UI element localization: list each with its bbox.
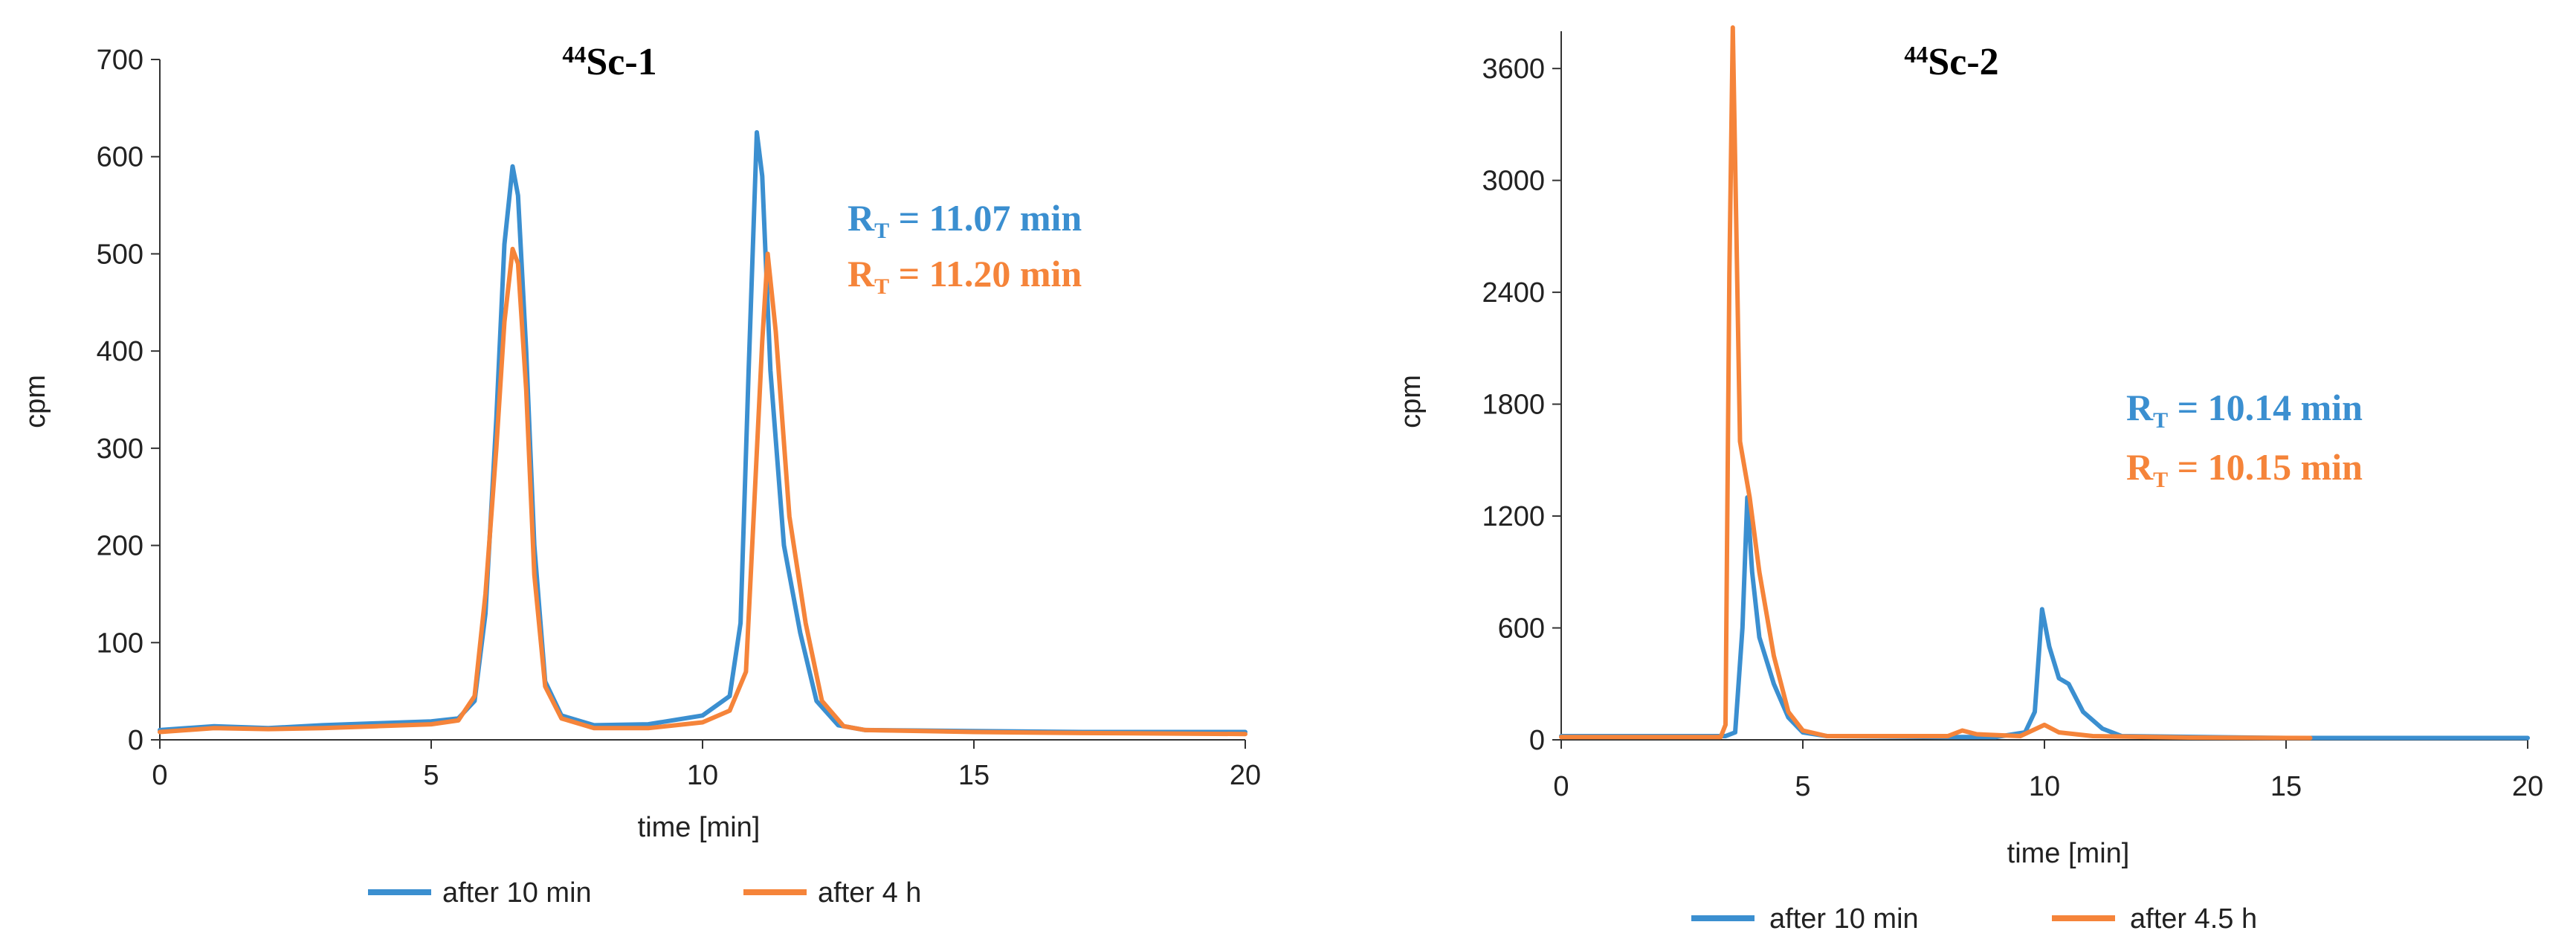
chart-sc1-x-tick-label: 5 [423, 760, 439, 791]
chart-sc1-legend-label-blue: after 10 min [442, 877, 592, 909]
chart-sc1-y-tick-label: 100 [97, 628, 143, 659]
chart-sc2-y-tick-label: 0 [1529, 725, 1545, 756]
chart-sc2-y-tick-label: 1800 [1482, 390, 1545, 421]
chart-sc2-y-axis-label: cpm [1395, 375, 1427, 428]
chart-sc1-y-tick-label: 700 [97, 45, 143, 76]
chart-sc1-plot-area: 0 100 200 300 400 500 600 700 0 5 10 15 20 [97, 45, 1262, 791]
chart-sc2-legend: after 10 min after 4.5 h [1691, 903, 2257, 935]
chart-sc1-x-tick-label: 0 [152, 760, 167, 791]
chart-sc1-series-blue-line [158, 130, 1247, 735]
chart-sc1-y-axis-label: cpm [20, 375, 51, 428]
chart-sc2-y-tick-label: 1200 [1482, 501, 1545, 532]
chart-sc2-annotation-orange: RT = 10.15 min [2126, 446, 2363, 492]
chart-sc1-annotation-blue: RT = 11.07 min [848, 197, 1082, 243]
chart-sc2-title: 44Sc-2 [1904, 41, 1998, 83]
chart-sc1-x-tick-label: 10 [687, 760, 718, 791]
chart-sc1-y-tick-label: 200 [97, 531, 143, 562]
chart-sc2-plot-area: 0 600 1200 1800 2400 3000 3600 0 5 10 15 20 [1482, 25, 2543, 802]
chart-sc2-annotation-blue: RT = 10.14 min [2126, 387, 2363, 433]
chart-sc2-x-axis-label: time [min] [2007, 838, 2130, 869]
chart-sc2-x-tick-label: 20 [2512, 771, 2543, 802]
chart-sc1-y-tick-label: 300 [97, 433, 143, 465]
chart-sc2-series-blue-line [1559, 495, 2530, 741]
chart-sc2-x-tick-label: 15 [2270, 771, 2302, 802]
chart-sc1-title: 44Sc-1 [562, 41, 656, 83]
chart-sc1-y-tick-label: 600 [97, 142, 143, 173]
chart-sc1-annotation-orange: RT = 11.20 min [848, 253, 1082, 299]
chart-sc2-y-tick-label: 600 [1498, 613, 1545, 645]
chart-sc1-y-tick-label: 500 [97, 239, 143, 270]
chart-sc2-legend-label-blue: after 10 min [1769, 903, 1919, 935]
chart-sc2-y-tick-label: 3600 [1482, 54, 1545, 85]
chart-sc2-x-tick-label: 0 [1553, 771, 1569, 802]
chart-sc1-x-axis-label: time [min] [638, 812, 761, 843]
chart-sc2-y-tick-label: 2400 [1482, 277, 1545, 309]
chart-sc2-y-tick-label: 3000 [1482, 166, 1545, 197]
chart-sc2-x-tick-label: 5 [1795, 771, 1810, 802]
chart-sc2-legend-label-orange: after 4.5 h [2130, 903, 2257, 935]
chart-sc1-series-orange-line [158, 246, 1247, 737]
chart-sc1: 44Sc-1 0 100 200 300 400 500 600 700 0 5 10 15 20 cp… [20, 41, 1261, 909]
chart-sc2-series-orange-line [1559, 25, 2313, 741]
chart-sc2-x-tick-label: 10 [2029, 771, 2060, 802]
chart-sc1-legend: after 10 min after 4 h [368, 877, 921, 909]
chart-sc1-y-tick-label: 400 [97, 336, 143, 367]
chart-sc1-x-tick-label: 20 [1230, 760, 1261, 791]
chart-sc1-legend-label-orange: after 4 h [818, 877, 921, 909]
chart-sc1-x-tick-label: 15 [958, 760, 990, 791]
chart-sc1-y-tick-label: 0 [128, 725, 143, 756]
